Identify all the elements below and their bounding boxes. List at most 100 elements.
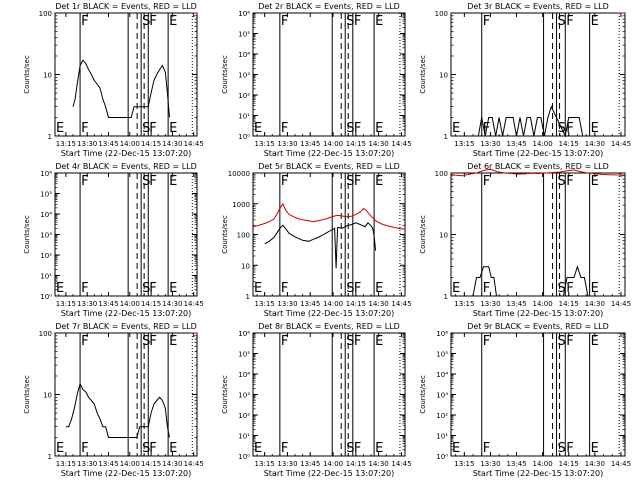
y-tick-label: 10³ xyxy=(40,232,52,240)
x-tick-label: 13:15 xyxy=(56,300,76,308)
marker-label-E: E xyxy=(452,281,460,296)
y-tick-label: 10⁵ xyxy=(40,191,52,199)
x-tick-label: 13:15 xyxy=(255,460,275,468)
marker-label-F: F xyxy=(281,14,288,29)
x-tick-label: 14:00 xyxy=(120,300,140,308)
x-tick-label: 14:00 xyxy=(533,460,553,468)
x-tick-label: 13:30 xyxy=(277,460,297,468)
marker-label-F: F xyxy=(149,121,156,136)
x-axis-label: Start Time (22-Dec-15 13:07:20) xyxy=(473,149,604,158)
marker-label-F: F xyxy=(354,121,361,136)
x-tick-label: 14:00 xyxy=(533,300,553,308)
marker-label-E: E xyxy=(56,441,64,456)
y-axis-label: Counts/sec xyxy=(221,375,229,414)
series-events-line xyxy=(264,222,377,269)
marker-label-E: E xyxy=(375,441,383,456)
marker-label-F: F xyxy=(354,174,361,189)
x-tick-label: 14:45 xyxy=(184,460,204,468)
y-tick-label: 10³ xyxy=(436,392,448,400)
x-axis-label: Start Time (22-Dec-15 13:07:20) xyxy=(61,309,192,318)
y-axis-label: Counts/sec xyxy=(419,55,427,94)
y-tick-label: 10¹ xyxy=(436,433,448,441)
x-tick-label: 13:45 xyxy=(300,300,320,308)
marker-label-F: F xyxy=(354,441,361,456)
x-tick-label: 13:30 xyxy=(277,140,297,148)
y-tick-label: 1 xyxy=(48,133,52,141)
plot-frame xyxy=(252,12,406,137)
marker-label-F: F xyxy=(81,14,88,29)
x-tick-label: 13:45 xyxy=(98,460,118,468)
marker-label-F: F xyxy=(81,334,88,349)
marker-label-S: S xyxy=(346,121,354,136)
y-tick-label: 1 xyxy=(444,293,448,301)
marker-label-F: F xyxy=(281,281,288,296)
marker-label-F: F xyxy=(483,14,490,29)
x-tick-label: 13:15 xyxy=(56,140,76,148)
y-axis-label: Counts/sec xyxy=(221,55,229,94)
marker-label-F: F xyxy=(149,281,156,296)
y-tick-label: 10² xyxy=(238,412,250,420)
x-tick-label: 14:30 xyxy=(369,300,389,308)
marker-label-F: F xyxy=(354,281,361,296)
x-tick-label: 14:15 xyxy=(559,460,579,468)
panel-title: Det 5r BLACK = Events, RED = LLD xyxy=(258,162,400,171)
x-tick-label: 13:15 xyxy=(255,140,275,148)
panel-6: Det 6r BLACK = Events, RED = LLD 13:15 13:… xyxy=(419,162,631,318)
x-tick-label: 14:30 xyxy=(585,460,605,468)
marker-label-E: E xyxy=(591,334,599,349)
plot-frame xyxy=(252,332,406,457)
marker-label-S: S xyxy=(558,334,566,349)
x-tick-label: 14:15 xyxy=(141,460,161,468)
marker-label-F: F xyxy=(566,174,573,189)
marker-label-F: F xyxy=(483,174,490,189)
x-tick-label: 13:45 xyxy=(506,140,526,148)
y-tick-label: 10⁵ xyxy=(238,351,250,359)
y-tick-label: 10⁴ xyxy=(238,371,250,379)
y-tick-label: 10⁰ xyxy=(238,453,250,461)
marker-label-S: S xyxy=(142,281,150,296)
y-tick-label: 10² xyxy=(436,412,448,420)
y-tick-label: 1 xyxy=(444,133,448,141)
marker-label-S: S xyxy=(346,441,354,456)
marker-label-S: S xyxy=(142,121,150,136)
marker-label-F: F xyxy=(483,281,490,296)
x-axis-label: Start Time (22-Dec-15 13:07:20) xyxy=(264,309,395,318)
marker-label-S: S xyxy=(346,281,354,296)
x-tick-label: 13:45 xyxy=(506,460,526,468)
y-tick-label: 10⁶ xyxy=(238,10,250,18)
y-tick-label: 10000 xyxy=(228,170,250,178)
marker-label-F: F xyxy=(81,281,88,296)
plot-frame xyxy=(54,172,198,297)
marker-label-E: E xyxy=(169,14,177,29)
x-tick-label: 14:30 xyxy=(162,300,182,308)
panel-title: Det 9r BLACK = Events, RED = LLD xyxy=(467,322,609,331)
x-tick-label: 14:00 xyxy=(533,140,553,148)
y-tick-label: 10⁰ xyxy=(238,133,250,141)
y-tick-label: 1000 xyxy=(232,201,250,209)
marker-label-S: S xyxy=(558,281,566,296)
marker-label-E: E xyxy=(254,441,262,456)
y-tick-label: 10⁶ xyxy=(40,170,52,178)
y-tick-label: 10³ xyxy=(238,72,250,80)
marker-label-F: F xyxy=(81,174,88,189)
y-tick-label: 10 xyxy=(439,72,448,80)
series-lld-line xyxy=(252,202,406,230)
panel-title: Det 3r BLACK = Events, RED = LLD xyxy=(467,2,609,11)
x-tick-label: 14:45 xyxy=(611,140,631,148)
y-tick-label: 1 xyxy=(246,293,250,301)
plot-frame xyxy=(450,332,626,457)
x-tick-label: 14:15 xyxy=(559,140,579,148)
x-tick-label: 14:15 xyxy=(141,300,161,308)
x-tick-label: 14:45 xyxy=(611,460,631,468)
marker-label-S: S xyxy=(142,174,150,189)
x-tick-label: 13:15 xyxy=(454,140,474,148)
panel-title: Det 8r BLACK = Events, RED = LLD xyxy=(258,322,400,331)
x-tick-label: 13:45 xyxy=(300,460,320,468)
series-events-line xyxy=(477,105,587,138)
x-tick-label: 14:45 xyxy=(391,460,411,468)
